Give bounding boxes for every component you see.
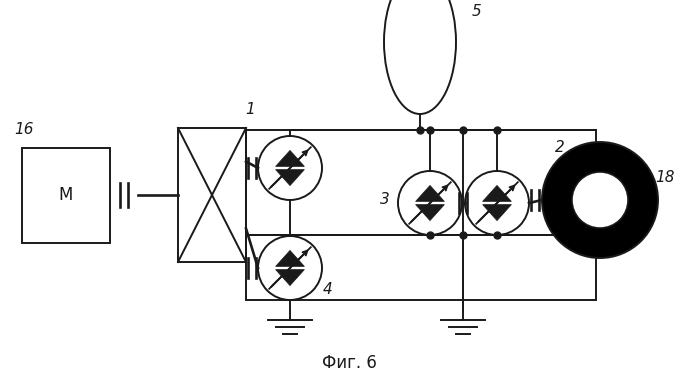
- Text: 18: 18: [655, 171, 675, 185]
- Text: 3: 3: [380, 193, 390, 207]
- Text: 1: 1: [245, 103, 254, 117]
- Polygon shape: [482, 204, 512, 221]
- Polygon shape: [275, 169, 304, 185]
- Circle shape: [542, 142, 658, 258]
- Circle shape: [572, 172, 628, 228]
- Polygon shape: [482, 185, 512, 201]
- Polygon shape: [275, 150, 304, 166]
- Text: 16: 16: [14, 122, 34, 138]
- Polygon shape: [275, 250, 304, 266]
- Bar: [246, 235, 596, 300]
- Text: 4: 4: [323, 282, 333, 298]
- Bar: [246, 130, 596, 235]
- Polygon shape: [275, 269, 304, 286]
- Bar: [22, 148, 110, 243]
- Polygon shape: [416, 204, 445, 221]
- Text: 2: 2: [555, 139, 565, 155]
- Polygon shape: [416, 185, 445, 201]
- Text: М: М: [59, 186, 73, 204]
- Bar: [178, 128, 246, 262]
- Text: 5: 5: [472, 5, 482, 19]
- Text: Фиг. 6: Фиг. 6: [322, 354, 377, 372]
